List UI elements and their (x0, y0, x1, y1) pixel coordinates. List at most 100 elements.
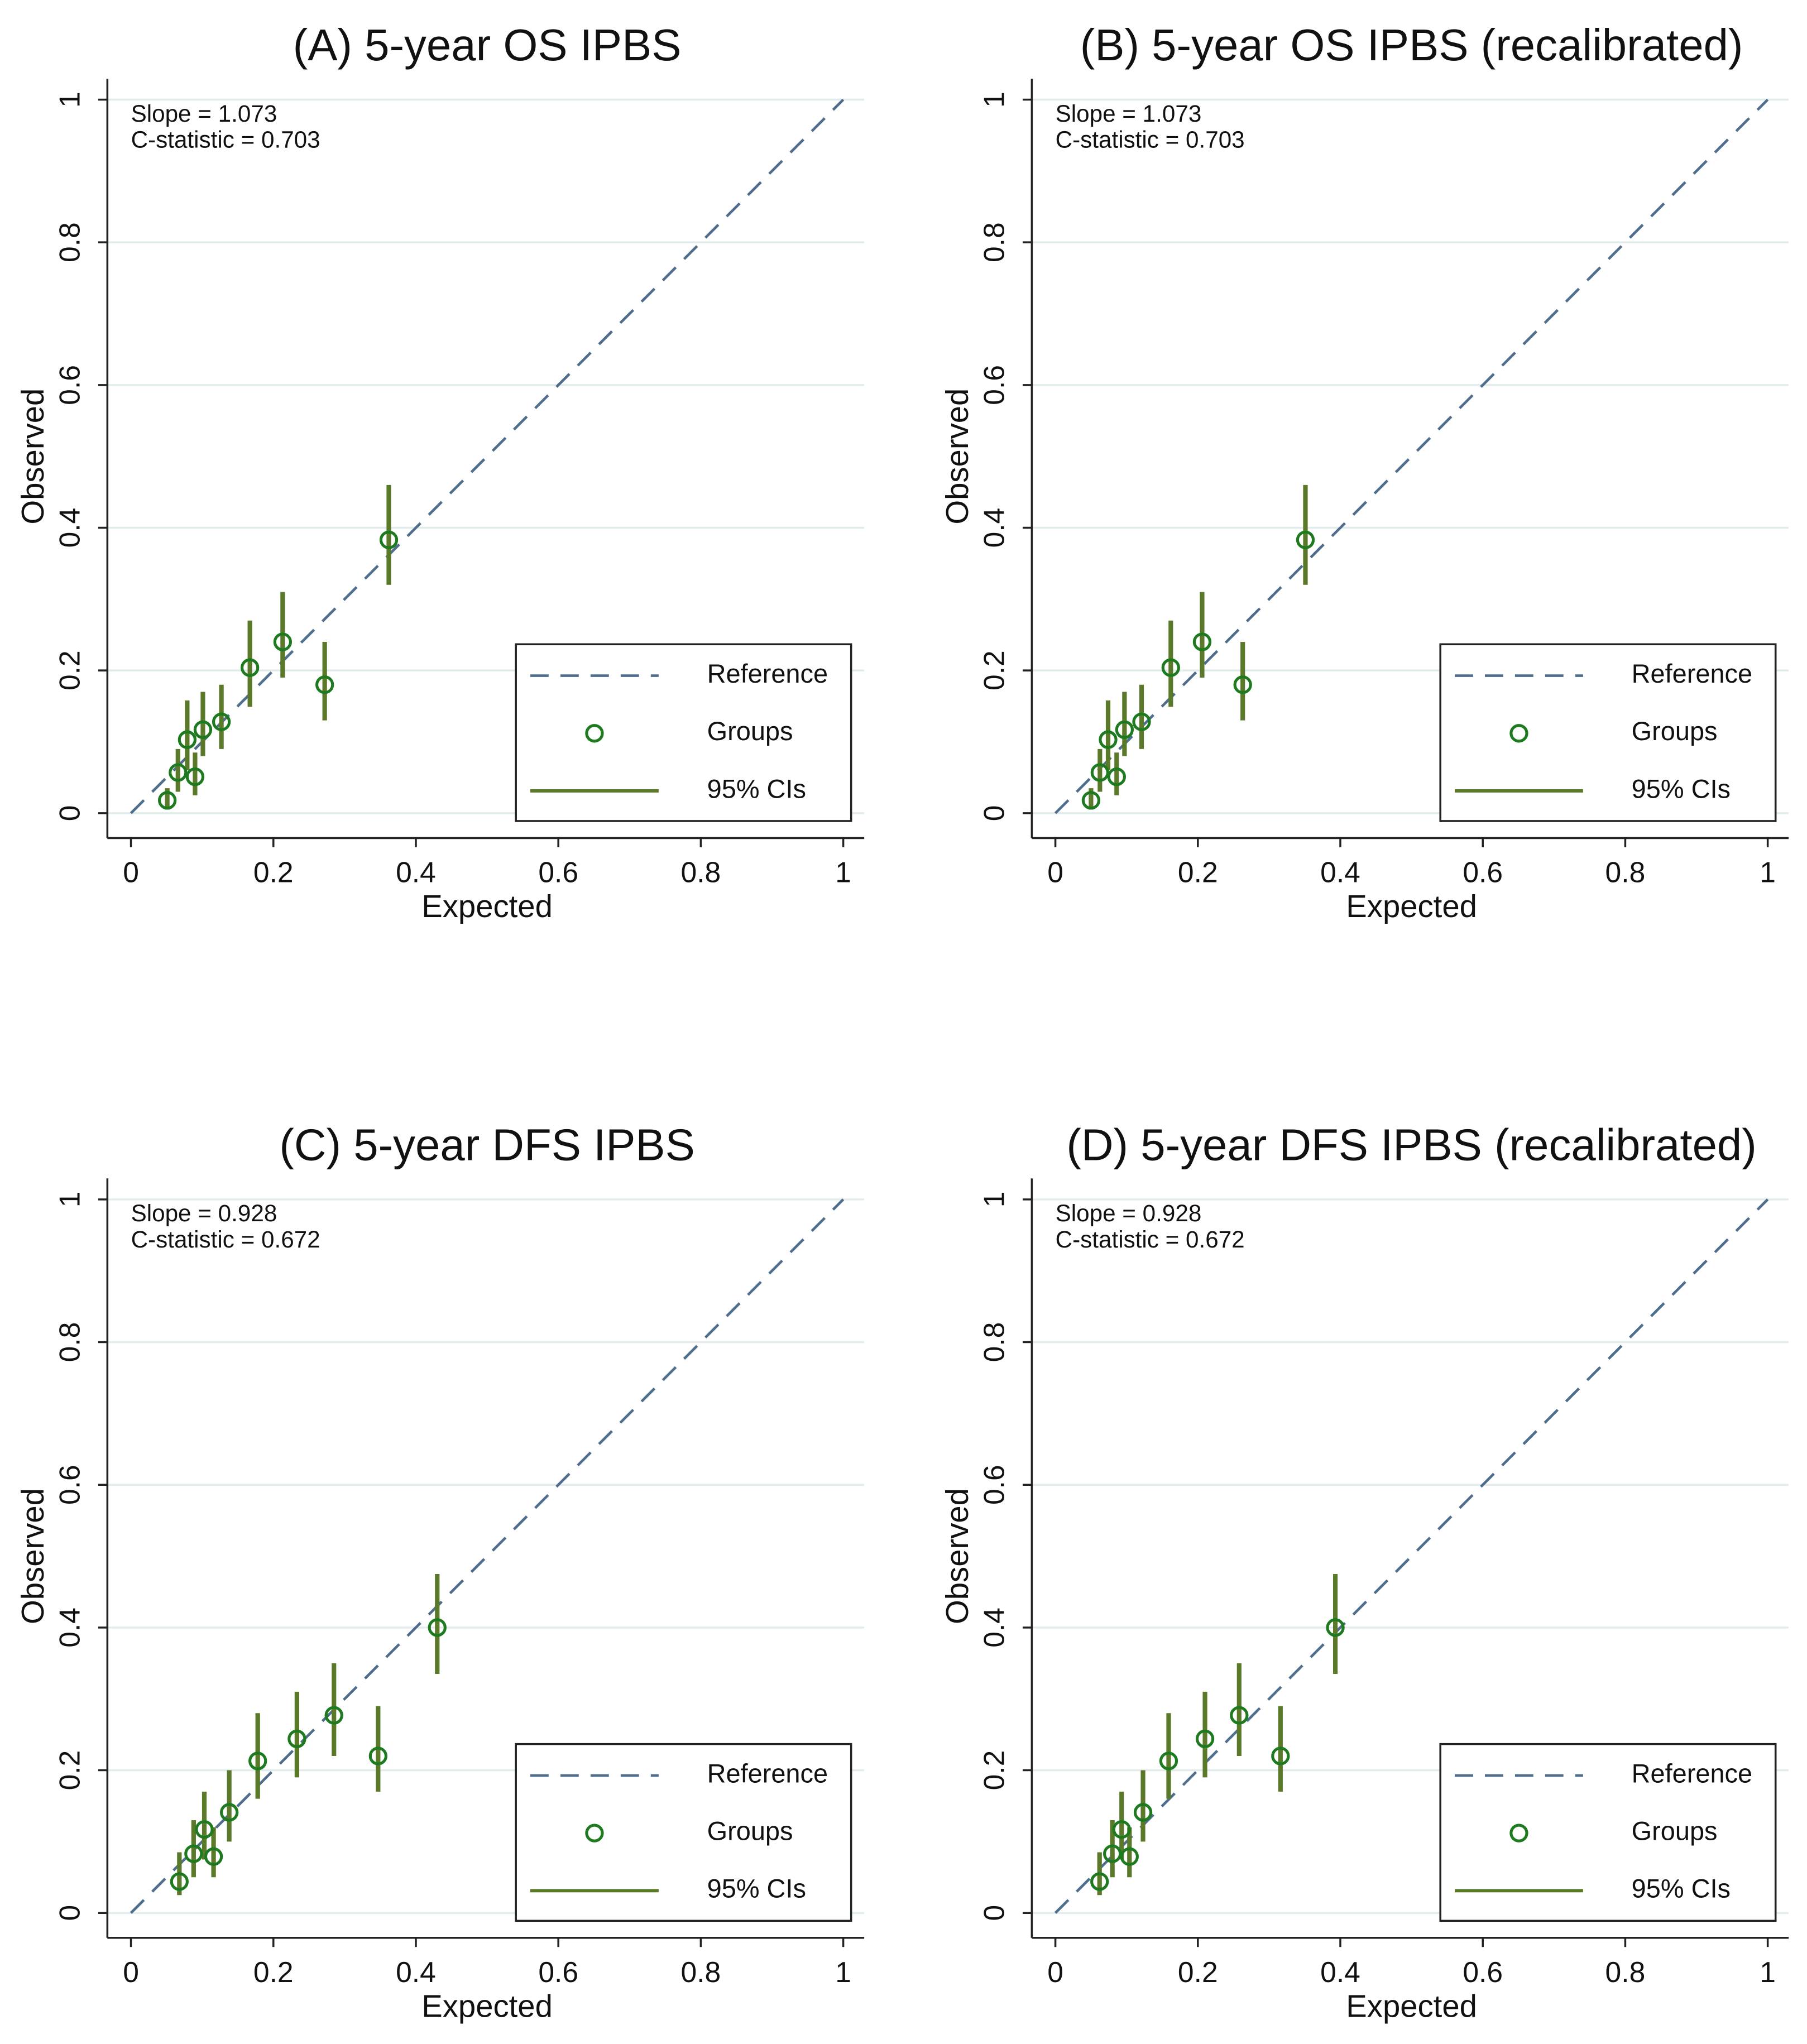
y-tick-label: 1 (978, 1191, 1010, 1207)
group-marker (248, 1752, 267, 1770)
y-tick-label: 0.6 (54, 1465, 86, 1505)
x-tick-label: 1 (1760, 1956, 1776, 1988)
legend-label: Reference (707, 659, 828, 688)
group-marker (1233, 675, 1252, 694)
x-tick-label: 0.4 (396, 856, 436, 889)
legend-label: Groups (707, 1817, 793, 1846)
y-axis-label: Observed (940, 388, 975, 525)
chart-title: (C) 5-year DFS IPBS (279, 1120, 694, 1169)
legend-label: Reference (1632, 1759, 1752, 1788)
y-tick-label: 0 (978, 1905, 1010, 1921)
x-tick-label: 0.8 (1605, 1956, 1646, 1988)
panel: (A) 5-year OS IPBS 0 0.2 0.4 0.6 0.8 1 0 0.2 0.4 0… (15, 20, 865, 924)
x-tick-label: 0.6 (538, 1956, 578, 1988)
y-tick-label: 0.8 (978, 1322, 1010, 1362)
legend-label: 95% CIs (1632, 1874, 1731, 1903)
legend-label: Groups (707, 717, 793, 746)
annotation: C-statistic = 0.703 (1056, 127, 1245, 153)
y-tick-label: 0 (978, 805, 1010, 822)
y-tick-label: 0 (54, 805, 86, 822)
group-marker (1090, 1872, 1109, 1891)
y-tick-label: 0.4 (978, 508, 1010, 548)
x-tick-label: 0.4 (1320, 856, 1360, 889)
y-tick-label: 0.2 (54, 650, 86, 690)
x-tick-label: 1 (1760, 856, 1776, 889)
group-marker (379, 530, 399, 549)
legend-swatch (1509, 724, 1528, 743)
group-marker (241, 658, 260, 677)
group-marker (1120, 1847, 1139, 1866)
y-axis-label: Observed (940, 1488, 975, 1624)
x-axis-label: Expected (1346, 889, 1477, 924)
legend-swatch (1509, 1824, 1528, 1843)
legend-label: 95% CIs (707, 1874, 806, 1903)
group-marker (1326, 1618, 1345, 1637)
group-marker (324, 1706, 343, 1725)
group-marker (204, 1847, 223, 1866)
group-marker (1132, 712, 1151, 731)
y-tick-label: 0.8 (54, 222, 86, 262)
legend-label: 95% CIs (707, 774, 806, 803)
x-tick-label: 0 (123, 1956, 139, 1988)
group-marker (195, 1820, 214, 1839)
x-axis-label: Expected (421, 1988, 553, 2023)
group-marker (1112, 1820, 1131, 1839)
group-marker (185, 767, 205, 786)
group-marker (1103, 1844, 1122, 1863)
y-tick-label: 0.6 (978, 1465, 1010, 1505)
annotation: C-statistic = 0.672 (1056, 1226, 1245, 1253)
annotation: Slope = 0.928 (1056, 1200, 1202, 1226)
chart-title: (B) 5-year OS IPBS (recalibrated) (1080, 20, 1743, 70)
group-marker (1133, 1803, 1153, 1822)
y-tick-label: 0.6 (54, 365, 86, 405)
y-tick-label: 0.8 (978, 222, 1010, 262)
group-marker (1159, 1752, 1178, 1770)
group-marker (193, 720, 213, 739)
x-tick-label: 0.4 (396, 1956, 436, 1988)
x-tick-label: 1 (835, 1956, 851, 1988)
y-axis-label: Observed (15, 1488, 50, 1624)
annotation: C-statistic = 0.672 (131, 1226, 320, 1253)
group-marker (220, 1803, 239, 1822)
y-axis-label: Observed (15, 388, 50, 525)
y-tick-label: 0.2 (54, 1750, 86, 1791)
legend-label: Reference (707, 1759, 828, 1788)
group-marker (170, 1872, 189, 1891)
panel: (D) 5-year DFS IPBS (recalibrated) 0 0.2 0.… (940, 1120, 1789, 2023)
x-tick-label: 0.4 (1320, 1956, 1360, 1988)
x-tick-label: 0.2 (253, 1956, 294, 1988)
y-tick-label: 1 (978, 92, 1010, 108)
y-tick-label: 0.4 (54, 1608, 86, 1648)
group-marker (1090, 763, 1110, 782)
group-marker (169, 763, 188, 782)
x-tick-label: 0.8 (681, 856, 721, 889)
x-tick-label: 0.2 (1178, 856, 1218, 889)
y-tick-label: 0.8 (54, 1322, 86, 1362)
group-marker (1296, 530, 1315, 549)
legend-label: Groups (1632, 1817, 1718, 1846)
group-marker (212, 712, 231, 731)
reference-line (1054, 98, 1769, 814)
group-marker (1081, 791, 1101, 810)
annotation: Slope = 0.928 (131, 1200, 277, 1226)
group-marker (315, 675, 334, 694)
group-marker (1107, 767, 1126, 786)
legend-swatch (585, 724, 604, 743)
legend-label: 95% CIs (1632, 774, 1731, 803)
chart-title: (A) 5-year OS IPBS (293, 20, 682, 70)
panel: (B) 5-year OS IPBS (recalibrated) 0 0.2 0.4… (940, 20, 1789, 924)
group-marker (178, 730, 197, 749)
group-marker (1192, 632, 1212, 651)
y-tick-label: 0 (54, 1905, 86, 1921)
y-tick-label: 1 (54, 92, 86, 108)
y-tick-label: 0.4 (54, 508, 86, 548)
group-marker (287, 1729, 306, 1748)
group-marker (428, 1618, 447, 1637)
group-marker (1195, 1729, 1215, 1748)
chart-title: (D) 5-year DFS IPBS (recalibrated) (1066, 1120, 1756, 1169)
group-marker (1115, 720, 1134, 739)
x-tick-label: 0.2 (1178, 1956, 1218, 1988)
x-axis-label: Expected (1346, 1988, 1477, 2023)
